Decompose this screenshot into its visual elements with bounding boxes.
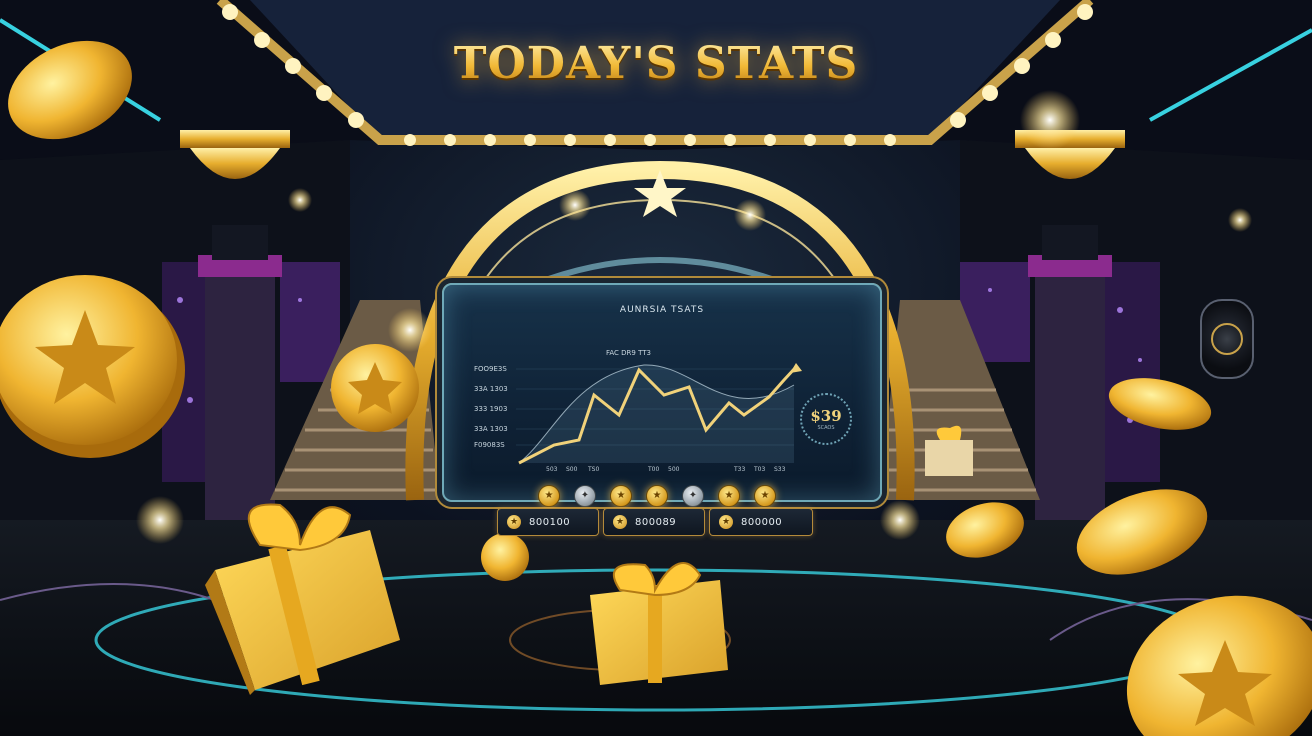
score-badge: $39 SCAOS: [800, 393, 852, 445]
coin-icon: [8, 40, 132, 140]
left-column: [180, 130, 290, 520]
x-axis-label: T33: [734, 466, 746, 473]
stat-box-1[interactable]: ★ 800100: [497, 508, 599, 536]
coin-icon: [946, 502, 1024, 558]
gift-box-icon: [590, 562, 728, 685]
stat-box-2[interactable]: ★ 800089: [603, 508, 705, 536]
chart-label: FAC DR9 TT3: [606, 349, 651, 357]
coin-icon: [1108, 378, 1212, 430]
trend-line: [518, 365, 798, 465]
stat-box-value: 800100: [529, 516, 571, 528]
stat-box-value: 800089: [635, 516, 677, 528]
score-badge-sub: SCAOS: [817, 425, 835, 431]
gold-chip-icon[interactable]: ★: [646, 485, 668, 507]
gold-chip-icon[interactable]: ★: [718, 485, 740, 507]
star-coin-icon: [0, 275, 185, 458]
x-axis-label: TS0: [588, 466, 600, 473]
coin-icon: ★: [719, 515, 733, 529]
gold-chip-icon[interactable]: ★: [754, 485, 776, 507]
stat-box-3[interactable]: ★ 800000: [709, 508, 813, 536]
coin-icon: ★: [613, 515, 627, 529]
stats-panel: AUNRSIA TSATS FAC DR9 TT3 FOO9E3S 33A 13…: [442, 283, 882, 502]
x-axis-label: T00: [648, 466, 660, 473]
y-axis-label: 33A 1303: [474, 385, 508, 393]
right-column: [1015, 130, 1125, 520]
y-axis-label: FOO9E3S: [474, 365, 507, 373]
x-axis-label: 500: [668, 466, 680, 473]
coin-icon: [1076, 489, 1208, 575]
gift-box-icon: [205, 503, 400, 695]
x-axis-label: S33: [774, 466, 786, 473]
coin-icon: [481, 533, 529, 581]
score-badge-value: $39: [810, 407, 842, 425]
y-axis-label: 33A 1303: [474, 425, 508, 433]
coin-icon: ★: [507, 515, 521, 529]
y-axis-label: F09083S: [474, 441, 505, 449]
star-coin-icon: [1126, 595, 1312, 736]
x-axis-label: 503: [546, 466, 558, 473]
x-axis-label: T03: [754, 466, 766, 473]
stats-panel-title: AUNRSIA TSATS: [619, 305, 705, 315]
dial-icon: [1211, 323, 1243, 355]
gold-chip-icon[interactable]: ★: [538, 485, 560, 507]
star-coin-icon: [331, 344, 419, 432]
chip-row: ★ ✦ ★ ★ ✦ ★ ★: [538, 485, 778, 509]
page-title: TODAY'S STATS: [0, 38, 1312, 89]
silver-chip-icon[interactable]: ✦: [574, 485, 596, 507]
wall-dial-button[interactable]: [1200, 299, 1254, 379]
gift-box-icon: [925, 425, 973, 476]
silver-chip-icon[interactable]: ✦: [682, 485, 704, 507]
y-axis-label: 333 1903: [474, 405, 508, 413]
x-axis-label: S00: [566, 466, 578, 473]
stat-box-value: 800000: [741, 516, 783, 528]
trend-chart: [516, 363, 802, 465]
gold-chip-icon[interactable]: ★: [610, 485, 632, 507]
